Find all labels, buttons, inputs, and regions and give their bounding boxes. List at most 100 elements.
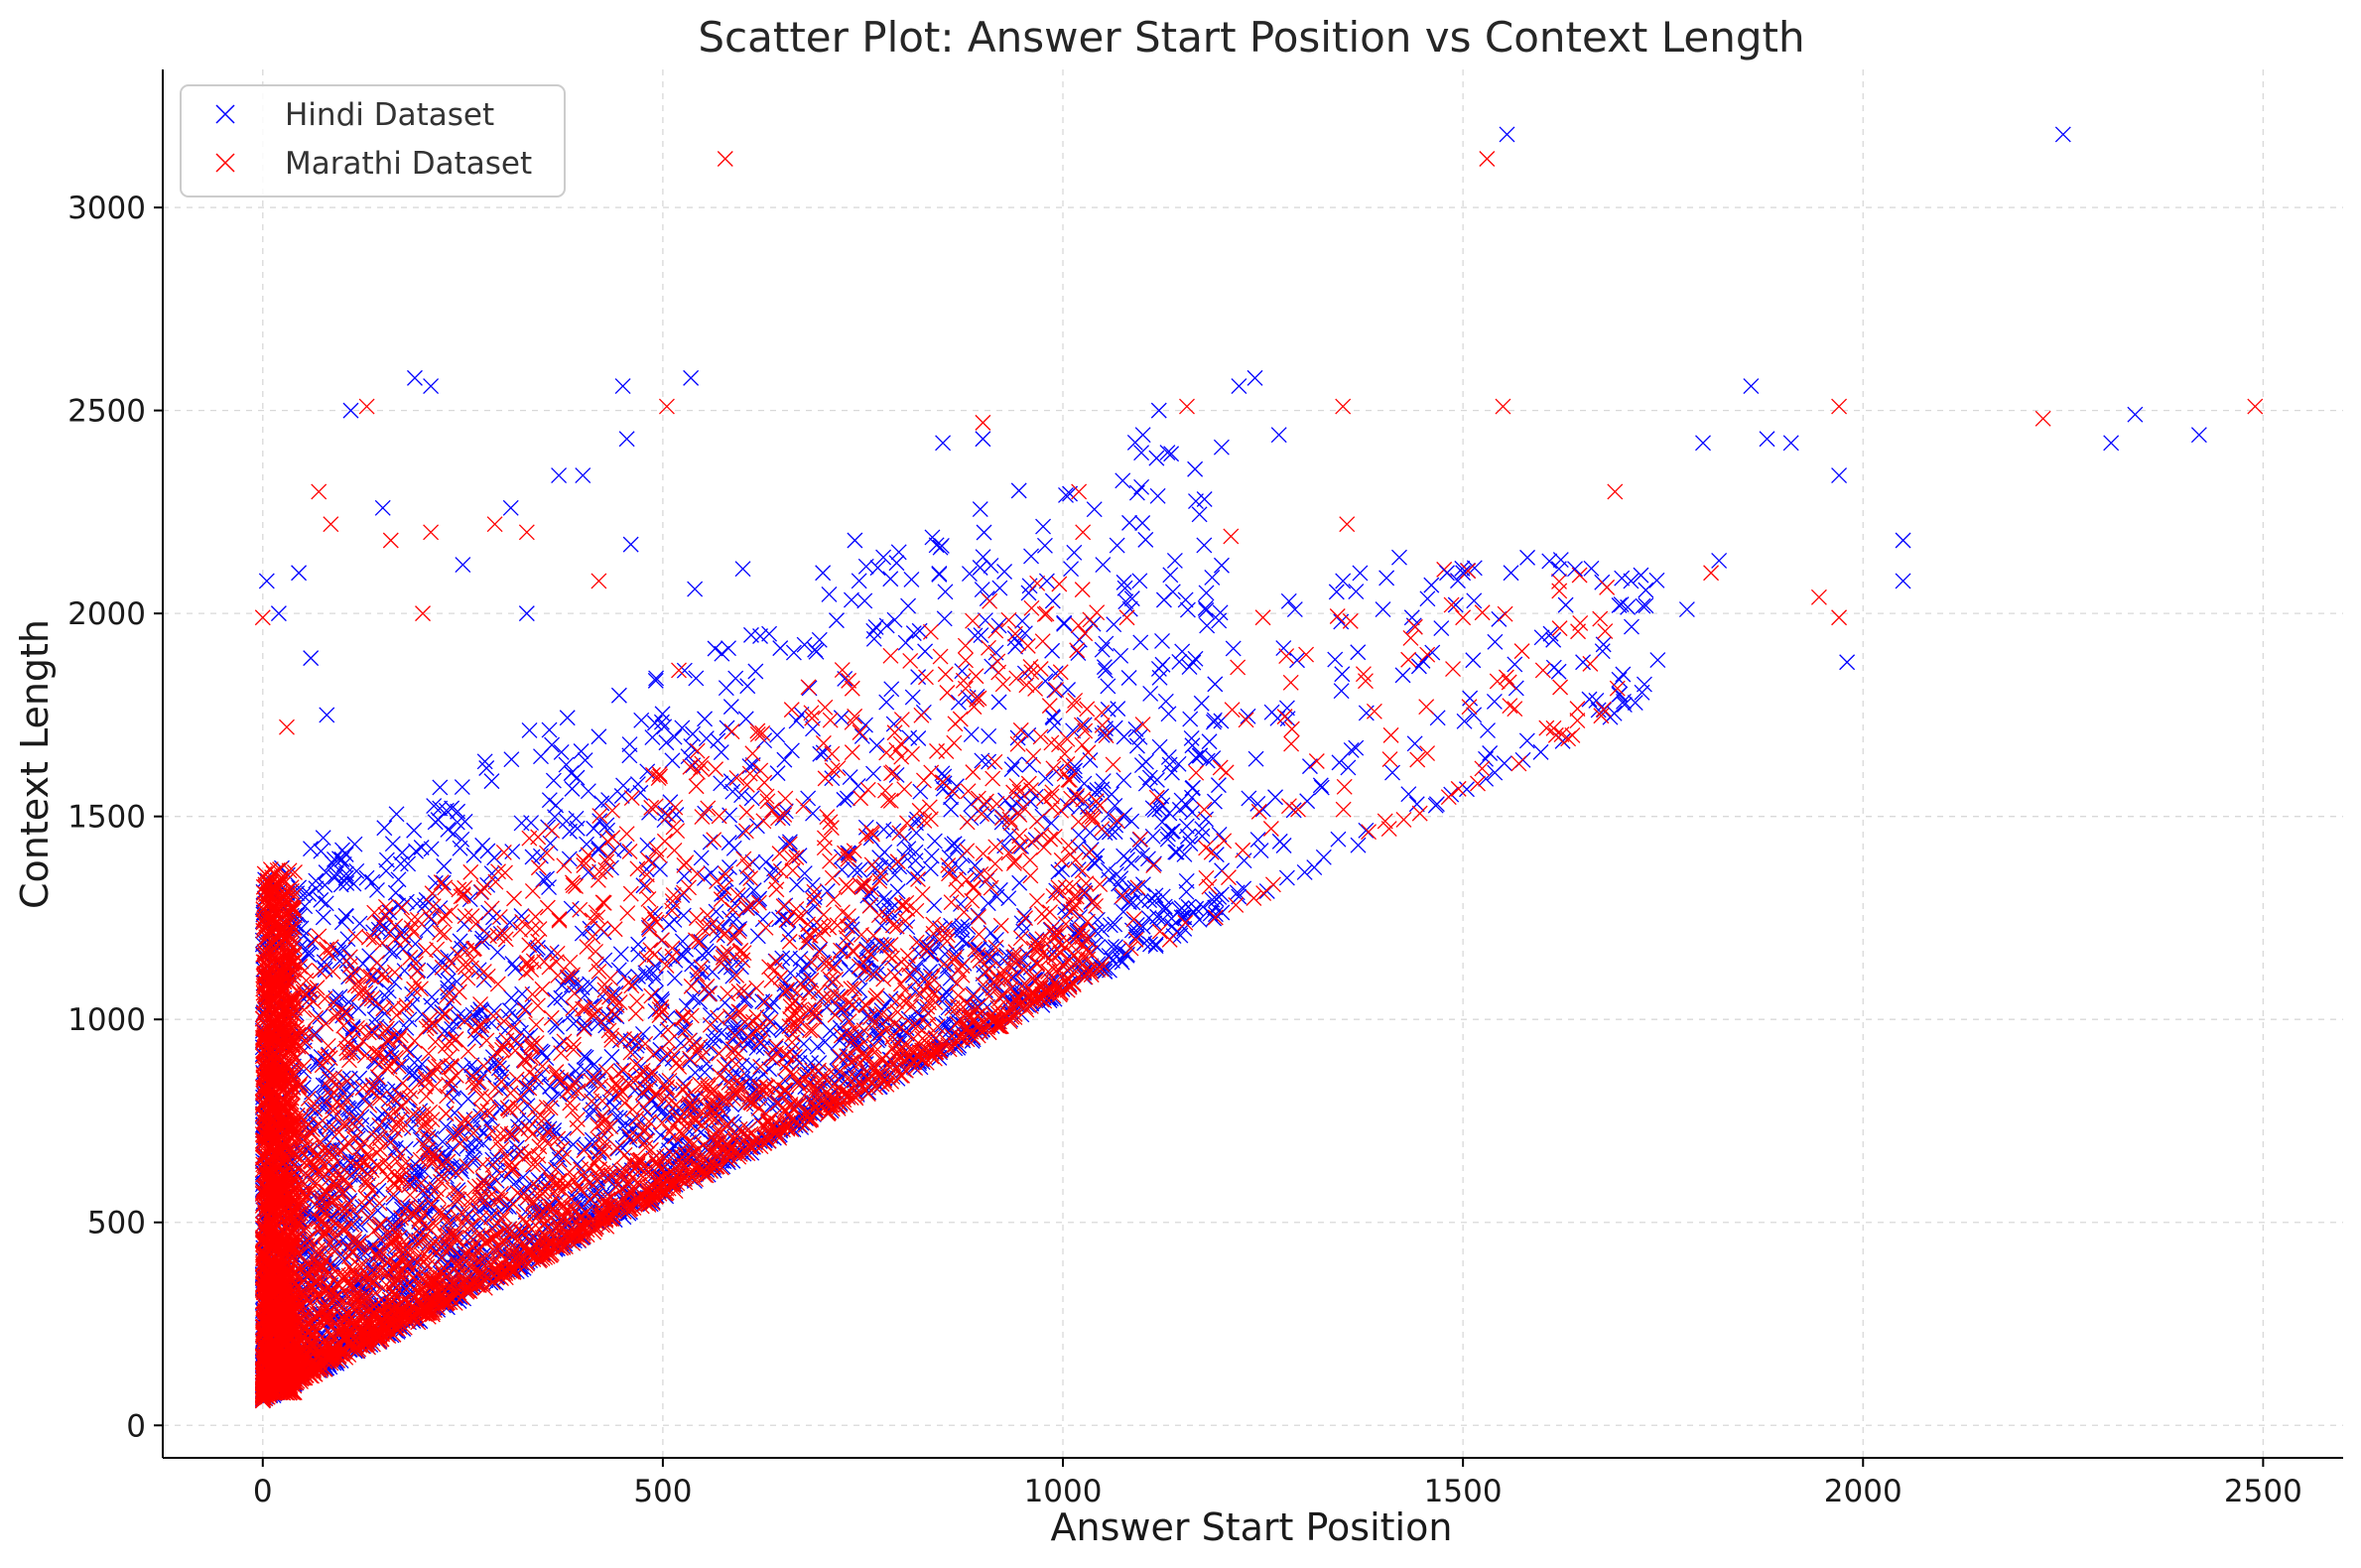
- hindi-point: [981, 753, 997, 770]
- hindi-point: [1129, 737, 1145, 754]
- marathi-point: [1048, 682, 1065, 698]
- hindi-point: [1478, 770, 1495, 787]
- hindi-point: [582, 976, 598, 992]
- marathi-point: [853, 877, 869, 894]
- hindi-point: [334, 842, 350, 858]
- hindi-point: [719, 719, 735, 736]
- hindi-point: [1111, 875, 1127, 892]
- marathi-point: [833, 988, 850, 1005]
- hindi-point: [1046, 682, 1063, 699]
- hindi-point: [401, 1011, 418, 1028]
- marathi-point: [1012, 930, 1029, 947]
- hindi-point: [567, 1191, 584, 1208]
- hindi-point: [1301, 758, 1318, 775]
- hindi-point: [504, 956, 521, 973]
- hindi-point: [1065, 722, 1082, 739]
- hindi-point: [327, 868, 343, 885]
- hindi-point: [917, 643, 934, 660]
- hindi-point: [605, 842, 622, 858]
- hindi-point: [693, 933, 710, 950]
- hindi-point: [1068, 790, 1085, 807]
- hindi-point: [1207, 676, 1224, 693]
- hindi-point: [515, 1169, 532, 1186]
- hindi-point: [1045, 710, 1062, 726]
- hindi-point: [733, 787, 750, 804]
- hindi-point: [1212, 604, 1229, 621]
- hindi-point: [1101, 824, 1117, 841]
- hindi-point: [954, 663, 971, 680]
- hindi-point: [1206, 793, 1223, 810]
- hindi-point: [630, 946, 647, 963]
- hindi-point: [1350, 644, 1367, 661]
- marathi-point: [768, 881, 785, 898]
- hindi-point: [336, 941, 352, 958]
- hindi-point: [1211, 612, 1228, 629]
- marathi-point: [1067, 692, 1084, 709]
- hindi-point: [576, 1048, 592, 1065]
- hindi-point: [580, 783, 596, 800]
- hindi-point: [769, 726, 786, 743]
- hindi-point: [1249, 795, 1266, 812]
- hindi-point: [834, 861, 851, 878]
- hindi-point: [303, 841, 319, 857]
- hindi-point: [301, 885, 318, 902]
- hindi-point: [635, 877, 652, 894]
- hindi-point: [943, 801, 960, 818]
- marathi-point: [716, 946, 732, 963]
- hindi-point: [886, 866, 903, 883]
- hindi-point: [747, 663, 764, 680]
- hindi-point: [757, 853, 774, 870]
- hindi-point: [851, 970, 867, 986]
- marathi-point: [688, 910, 705, 927]
- hindi-point: [1197, 599, 1214, 616]
- hindi-point: [1128, 484, 1145, 501]
- hindi-point: [1635, 597, 1651, 614]
- hindi-point: [833, 710, 850, 726]
- hindi-point: [656, 1051, 673, 1068]
- hindi-point: [828, 612, 845, 629]
- hindi-point: [781, 834, 798, 850]
- hindi-point: [370, 1182, 387, 1199]
- hindi-point: [1116, 580, 1133, 596]
- hindi-point: [1406, 735, 1423, 752]
- hindi-point: [473, 934, 490, 951]
- marathi-point: [1034, 633, 1051, 650]
- hindi-point: [1096, 659, 1113, 676]
- hindi-point: [926, 833, 943, 849]
- hindi-point: [878, 938, 895, 955]
- hindi-point: [697, 869, 713, 886]
- hindi-point: [1177, 591, 1194, 608]
- hindi-point: [426, 963, 443, 980]
- hindi-point: [378, 862, 395, 879]
- hindi-point: [1115, 472, 1131, 489]
- hindi-point: [387, 884, 404, 901]
- hindi-point: [489, 944, 506, 961]
- hindi-point: [652, 1126, 669, 1143]
- marathi-point: [878, 744, 895, 761]
- hindi-point: [1100, 678, 1116, 695]
- hindi-point: [865, 765, 881, 782]
- hindi-point: [772, 640, 789, 657]
- hindi-point: [875, 549, 892, 566]
- hindi-point: [1139, 850, 1156, 867]
- hindi-point: [1003, 761, 1020, 778]
- marathi-point: [886, 968, 903, 984]
- marathi-point: [669, 823, 686, 840]
- hindi-point: [1465, 652, 1482, 669]
- marathi-point: [1079, 701, 1096, 718]
- hindi-point: [590, 728, 607, 745]
- marathi-point: [463, 908, 480, 925]
- hindi-point: [777, 836, 794, 852]
- hindi-point: [361, 948, 378, 965]
- hindi-point: [454, 831, 470, 848]
- hindi-point: [1486, 694, 1503, 710]
- hindi-point: [793, 707, 810, 722]
- hindi-point: [1115, 848, 1132, 864]
- hindi-point: [1638, 597, 1654, 614]
- hindi-point: [318, 895, 334, 912]
- hindi-point: [1187, 460, 1204, 477]
- hindi-point: [385, 1145, 402, 1161]
- hindi-point: [315, 830, 331, 847]
- hindi-point: [652, 860, 669, 877]
- hindi-point: [905, 625, 922, 642]
